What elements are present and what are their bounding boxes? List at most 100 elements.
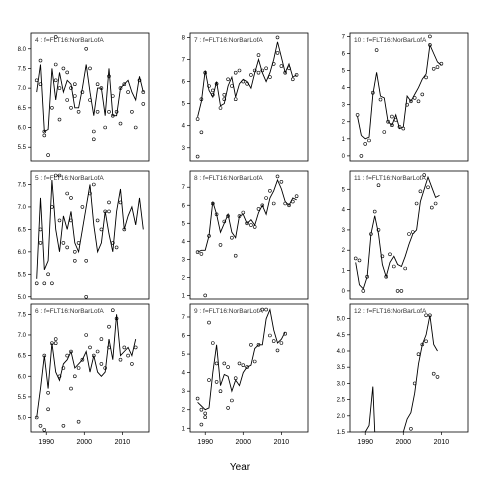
y-tick-label: 4.5 [337,333,346,339]
data-point [222,97,227,101]
data-point [195,396,200,401]
data-point [374,48,379,52]
data-point [53,62,58,67]
plot-area [34,308,138,432]
data-point [53,337,58,341]
data-point [409,99,413,104]
panel: 5 : f=FLT16:NorBarLofA 5.0 5.5 6.0 6.5 7.0 7.5 [18,170,150,301]
y-tick-label: 7 [182,315,186,321]
y-tick-label: 7.5 [18,312,27,318]
panel-border [349,170,469,300]
data-point [46,407,50,412]
data-point [222,219,227,224]
data-point [38,82,43,86]
data-point [203,293,207,298]
data-point [399,289,404,293]
data-point [57,86,62,90]
y-tick-label: 7 [182,57,186,63]
data-point [252,359,257,364]
y-tick-label: 6 [182,334,186,340]
data-point [34,78,39,83]
data-point [249,73,253,77]
data-point [42,281,47,286]
panel-border [30,170,150,300]
y-tick-label: 5.0 [337,317,346,323]
data-point [233,70,238,75]
data-point [218,389,223,394]
data-point [403,266,408,271]
data-point [279,180,284,184]
data-point [279,341,284,345]
data-point [359,154,364,158]
data-point [409,426,413,431]
data-point [384,274,389,279]
y-tick-label: 1.5 [337,430,346,436]
data-point [245,365,249,369]
data-point [92,137,96,142]
panel-border [349,32,469,162]
data-point [369,232,373,236]
data-point [199,130,204,135]
series-line [357,43,442,140]
y-tick-label: 1 [182,426,186,432]
data-point [207,378,211,382]
data-point [99,227,104,232]
y-tick-label: 2.0 [337,414,346,420]
data-point [99,362,104,366]
y-tick-label: 8.0 [18,47,27,53]
panel: 9 : f=FLT16:NorBarLofA 1 2 3 4 5 6 7 1990 2000 201… [182,303,309,446]
data-point [218,106,223,110]
data-point [428,34,432,39]
data-point [414,201,419,206]
y-tick-label: 6.5 [18,227,27,233]
data-point [103,209,107,214]
data-point [73,250,77,254]
y-tick-label: 7.0 [18,333,27,339]
y-tick-label: 7 [342,34,346,40]
y-tick-label: 5.5 [18,272,27,278]
data-point [103,125,107,130]
panel: 6 : f=FLT16:NorBarLofA 5.0 5.5 6.0 6.5 7.0 7.5… [18,303,150,446]
data-point [73,374,77,379]
data-point [207,84,211,88]
y-tick-label: 6 [182,80,186,86]
data-point [382,130,387,134]
data-point [88,191,92,196]
data-point [88,66,92,71]
data-point [390,114,394,119]
x-tick-label: 2000 [396,439,412,446]
data-point [137,78,142,83]
data-point [283,201,288,206]
x-tick-label: 2010 [434,439,450,446]
data-point [80,90,85,94]
data-point [372,209,377,214]
y-tick-label: 3 [182,146,186,152]
data-point [107,200,111,205]
data-point [42,129,47,134]
data-point [126,90,130,94]
data-point [211,341,215,345]
data-point [428,313,432,318]
data-point [218,243,223,247]
data-point [203,70,207,75]
data-point [88,345,92,350]
data-point [69,349,73,354]
data-point [378,97,383,102]
panel-title: 10 : f=FLT16:NorBarLofA [354,37,427,44]
data-point [386,119,390,124]
data-point [431,67,436,71]
data-point [355,113,360,117]
data-point [271,201,276,206]
y-tick-label: 2 [182,275,186,281]
panel: 12 : f=FLT16:NorBarLofA 1.5 2.0 2.5 3.0 3.5 4.… [337,303,469,446]
data-point [99,86,104,90]
data-point [65,353,69,358]
data-point [99,337,104,341]
data-point [353,256,358,261]
y-tick-label: 6.0 [18,250,27,256]
data-point [69,86,73,90]
panel-border [189,170,309,300]
data-point [361,289,366,293]
series-line [36,179,144,279]
